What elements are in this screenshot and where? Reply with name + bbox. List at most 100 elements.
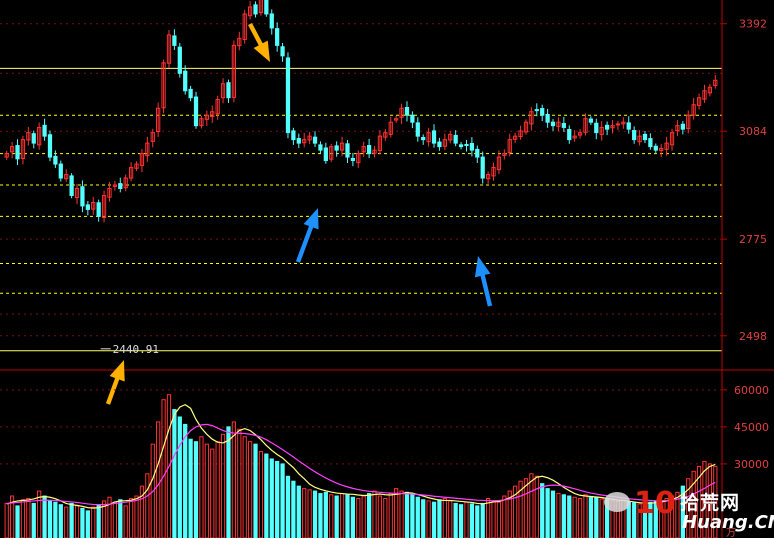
volume-bar [134, 495, 139, 538]
volume-bar [20, 499, 26, 538]
candle-body [621, 121, 626, 125]
candle-body [253, 4, 258, 15]
arrow-marker [474, 256, 493, 307]
volume-bar [437, 499, 442, 538]
candle-body [366, 145, 372, 155]
volume-ma-long-line [6, 423, 716, 506]
watermark-title: 拾荒网 [680, 492, 741, 514]
volume-bar [458, 504, 464, 538]
volume-bar [128, 497, 134, 538]
volume-bar [431, 501, 437, 538]
candle-body [247, 6, 253, 17]
candle-body [356, 153, 361, 164]
candle-body [193, 96, 199, 127]
volume-y-tick-label: 30000 [734, 458, 769, 471]
volume-bar [410, 494, 415, 538]
volume-bar [588, 496, 594, 538]
volume-bar [42, 495, 47, 538]
volume-bar [312, 490, 318, 538]
volume-bar [577, 497, 583, 538]
volume-bar [226, 426, 231, 538]
candle-body [118, 183, 123, 189]
candle-body [128, 167, 134, 179]
volume-bar [118, 499, 123, 538]
volume-bar [464, 501, 469, 538]
volume-bar [161, 399, 166, 538]
volume-bar [183, 423, 188, 538]
volume-bar [496, 501, 502, 538]
volume-bar [545, 488, 550, 538]
volume-bar [258, 451, 264, 538]
volume-bar [150, 443, 155, 538]
volume-bar [394, 488, 399, 538]
volume-bar [485, 497, 491, 538]
volume-bar [4, 502, 9, 538]
volume-bar [107, 496, 112, 538]
candle-body [329, 146, 334, 160]
candle-body [101, 194, 107, 218]
volume-bar [713, 465, 718, 538]
volume-bar [475, 505, 480, 538]
volume-bar [177, 416, 182, 538]
candle-body [480, 156, 485, 179]
volume-bar [242, 436, 247, 538]
volume-bar [269, 458, 274, 538]
volume-ma-lines [6, 403, 716, 509]
volume-bar [383, 497, 388, 538]
candle-body [577, 132, 583, 136]
candle-body [166, 34, 172, 64]
candle-body [91, 201, 96, 210]
candle-body [632, 130, 637, 141]
candle-body [610, 125, 615, 129]
candle-body [626, 122, 631, 130]
candle-body [550, 121, 556, 127]
candle-body [345, 143, 350, 158]
candle-body [415, 122, 420, 137]
candle-body [334, 145, 339, 151]
volume-bar [220, 433, 226, 538]
candle-body [183, 70, 188, 92]
candle-body [404, 107, 410, 116]
candle-body [691, 104, 696, 116]
candle-body [15, 145, 20, 160]
candle-body [215, 98, 220, 115]
candle-body [210, 111, 215, 118]
price-levels [0, 23, 722, 352]
volume-bar [80, 507, 85, 538]
candle-body [47, 134, 53, 158]
candle-body [199, 118, 204, 127]
candle-body [231, 44, 237, 98]
volume-bar [702, 460, 707, 538]
y-tick-label: 3392 [739, 18, 767, 31]
volume-bar [653, 500, 658, 538]
y-tick-label: 2498 [739, 330, 767, 343]
candle-body [426, 132, 431, 143]
candle-body [377, 135, 383, 151]
candle-body [442, 139, 447, 147]
volume-y-tick-label: 60000 [734, 384, 769, 397]
arrow-marker [295, 208, 319, 263]
volume-bar [96, 504, 101, 538]
candle-body [318, 144, 323, 151]
candle-body [150, 132, 155, 142]
candle-body [502, 153, 507, 156]
volume-bar [204, 443, 209, 538]
candle-body [145, 142, 150, 157]
candle-body [388, 121, 393, 135]
candle-body [583, 118, 588, 133]
volume-bar [199, 436, 204, 538]
volume-bar [58, 504, 63, 538]
candle-body [567, 129, 572, 141]
watermark-site: Huang.CN [682, 512, 774, 533]
candle-body [513, 135, 518, 140]
candle-body [464, 144, 469, 147]
candle-body [161, 62, 166, 109]
candle-body [680, 123, 685, 130]
volume-bar [291, 480, 296, 538]
volume-bar [572, 496, 577, 538]
candle-body [69, 175, 74, 196]
volume-bar [85, 510, 90, 538]
volume-bar [307, 489, 312, 538]
